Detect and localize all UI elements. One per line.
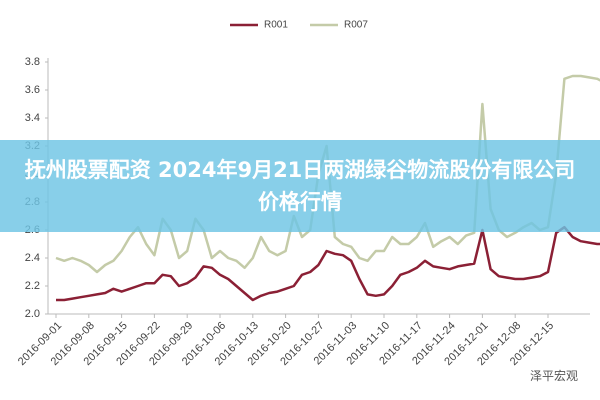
banner: 抚州股票配资 2024年9月21日两湖绿谷物流股份有限公司价格行情 [0, 140, 600, 232]
legend-label: R001 [264, 20, 288, 31]
y-tick-label: 2.4 [25, 252, 40, 264]
y-tick-label: 3.6 [25, 84, 40, 96]
y-tick-label: 3.8 [25, 56, 40, 68]
series-line [56, 225, 600, 302]
y-tick-label: 3.4 [25, 112, 40, 124]
y-tick-label: 2.2 [25, 280, 40, 292]
chart-title: 抚州股票配资 2024年9月21日两湖绿谷物流股份有限公司价格行情 [24, 158, 576, 214]
watermark: 泽平宏观 [529, 369, 578, 383]
y-tick-label: 2.0 [25, 308, 40, 320]
legend-label: R007 [344, 20, 368, 31]
